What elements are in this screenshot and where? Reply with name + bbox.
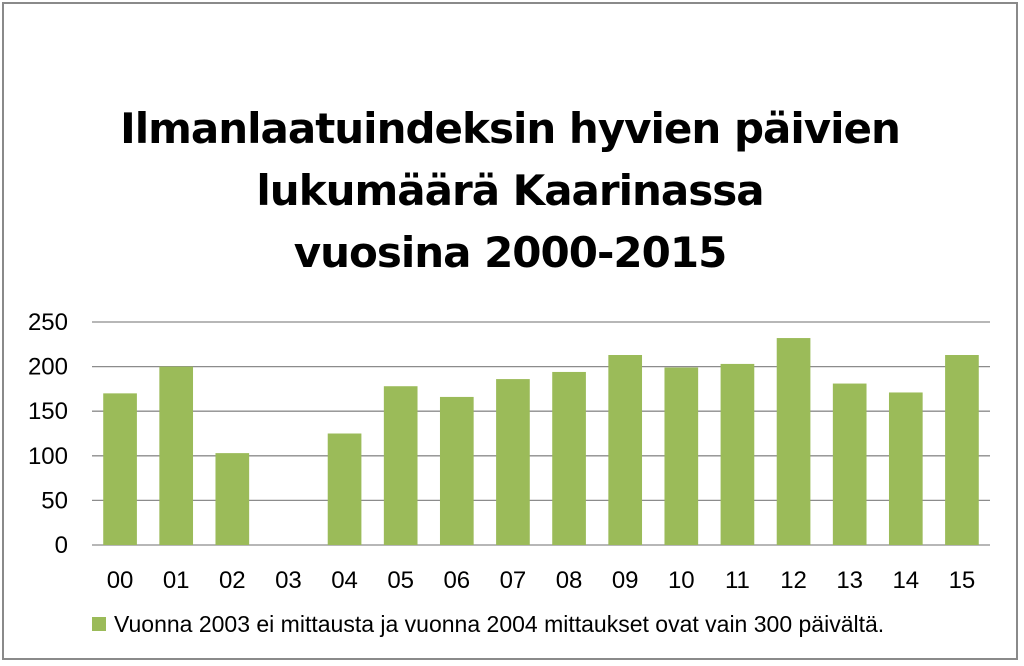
x-tick-label: 07 xyxy=(500,567,527,594)
x-tick-label: 01 xyxy=(163,567,190,594)
bar-05 xyxy=(383,386,418,545)
y-tick-label: 150 xyxy=(28,398,68,425)
bar-12 xyxy=(776,338,811,545)
bar-11 xyxy=(720,363,755,545)
x-tick-label: 08 xyxy=(556,567,583,594)
x-tick-label: 14 xyxy=(892,567,919,594)
chart-title-line-3: vuosina 2000-2015 xyxy=(293,228,728,277)
bar-06 xyxy=(439,396,474,545)
x-tick-label: 10 xyxy=(668,567,695,594)
x-axis-ticks: 00 01 02 03 04 05 06 07 08 09 10 11 12 13 14 15 xyxy=(107,567,976,594)
legend-swatch xyxy=(92,617,106,631)
x-tick-label: 03 xyxy=(275,567,302,594)
x-tick-label: 09 xyxy=(612,567,639,594)
y-tick-label: 0 xyxy=(55,532,68,559)
legend-label: Vuonna 2003 ei mittausta ja vuonna 2004 … xyxy=(114,610,885,637)
chart-title: Ilmanlaatuindeksin hyvien päivien lukumä… xyxy=(0,98,1020,284)
bar-15 xyxy=(945,355,979,545)
x-tick-label: 11 xyxy=(725,567,750,594)
bar-01 xyxy=(159,366,194,545)
x-tick-label: 05 xyxy=(387,567,414,594)
x-tick-label: 04 xyxy=(331,567,358,594)
y-tick-label: 250 xyxy=(28,309,68,336)
y-tick-label: 50 xyxy=(41,487,68,514)
x-tick-label: 06 xyxy=(443,567,470,594)
chart-title-line-2: lukumäärä Kaarinassa xyxy=(256,166,764,215)
y-axis-ticks: 0 50 100 150 200 250 xyxy=(28,309,68,559)
bars xyxy=(103,338,979,545)
legend: Vuonna 2003 ei mittausta ja vuonna 2004 … xyxy=(92,609,884,639)
bar-07 xyxy=(496,379,530,545)
y-tick-label: 200 xyxy=(28,354,68,381)
bar-00 xyxy=(103,393,137,545)
bar-10 xyxy=(664,367,699,545)
bar-04 xyxy=(327,433,362,545)
bar-09 xyxy=(608,355,643,545)
x-tick-label: 12 xyxy=(780,567,807,594)
bar-13 xyxy=(832,383,867,545)
x-tick-label: 02 xyxy=(219,567,246,594)
bar-08 xyxy=(552,371,586,545)
x-tick-label: 15 xyxy=(949,567,976,594)
x-tick-label: 13 xyxy=(836,567,863,594)
bar-14 xyxy=(888,392,923,545)
x-tick-label: 00 xyxy=(107,567,134,594)
chart-title-line-1: Ilmanlaatuindeksin hyvien päivien xyxy=(120,104,901,153)
y-tick-label: 100 xyxy=(28,443,68,470)
bar-02 xyxy=(215,453,250,545)
